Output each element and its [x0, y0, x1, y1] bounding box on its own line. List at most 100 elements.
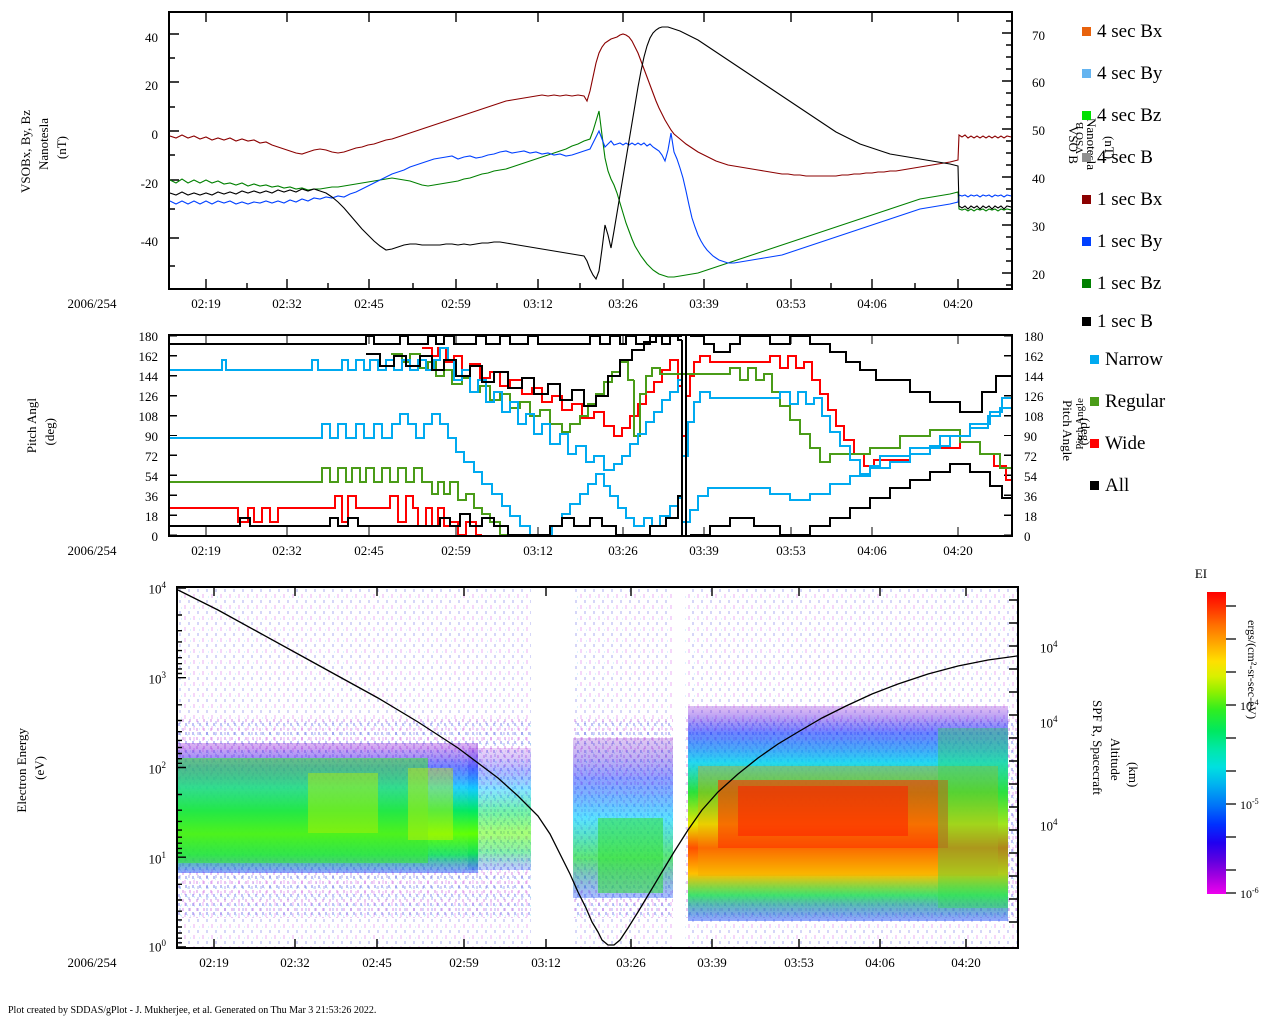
spec-ytick-1e1: 101	[148, 850, 167, 867]
legend-item-4sec-bz[interactable]: 4 sec Bz	[1082, 94, 1242, 136]
mag-xtick-1: 02:32	[272, 296, 302, 311]
pitch-ytick-108: 108	[138, 409, 159, 424]
pitch-xtick-7: 03:53	[776, 543, 806, 558]
mag-right-ytick-50: 50	[1032, 123, 1045, 138]
magnetic-field-plot-frame	[168, 11, 1013, 290]
legend-item-4sec-by[interactable]: 4 sec By	[1082, 52, 1242, 94]
mag-ytick-40: 40	[145, 30, 158, 45]
spec-ylabel-left2: (eV)	[32, 756, 47, 780]
spec-ylabel-right3: (km)	[1126, 762, 1141, 788]
colorbar-tick-1e-5-exp: -5	[1252, 797, 1259, 806]
legend-item-regular[interactable]: Regular	[1082, 380, 1242, 422]
spec-right-ytick-alt1: 104	[1040, 639, 1058, 656]
spec-xtick-5: 03:26	[616, 955, 646, 970]
legend-item-narrow[interactable]: Narrow	[1082, 338, 1242, 380]
mag-ytick-20: 20	[145, 78, 158, 93]
pitch-angle-traces	[170, 336, 1011, 535]
spec-xtick-0: 02:19	[199, 955, 229, 970]
pitch-date-label: 2006/254	[67, 543, 117, 558]
legend-label-4sec-bz: 4 sec Bz	[1097, 104, 1162, 126]
pitch-xtick-9: 04:20	[943, 543, 973, 558]
legend-label-1sec-b: 1 sec B	[1097, 310, 1153, 332]
pitch-xtick-4: 03:12	[523, 543, 553, 558]
pitch-ytick-90: 90	[145, 429, 158, 444]
spec-ytick-1e4: 104	[148, 580, 167, 597]
colorbar-tick-1e-6: 10-6	[1240, 886, 1259, 902]
mag-xtick-4: 03:12	[523, 296, 553, 311]
legend-label-1sec-by: 1 sec By	[1097, 230, 1163, 252]
pitch-xtick-5: 03:26	[608, 543, 638, 558]
legend-swatch-4sec-bx	[1082, 26, 1091, 36]
legend-item-all[interactable]: All	[1082, 464, 1242, 506]
pitch-ytick-18: 18	[145, 509, 158, 524]
spec-date-label: 2006/254	[67, 955, 117, 970]
spec-ylabel-right2: Altitude	[1108, 738, 1123, 781]
legend-item-4sec-b[interactable]: 4 sec B	[1082, 136, 1242, 178]
pitch-xtick-1: 02:32	[272, 543, 302, 558]
pitch-xtick-6: 03:39	[689, 543, 719, 558]
spec-xtick-6: 03:39	[697, 955, 727, 970]
pitch-ytick-72: 72	[145, 449, 158, 464]
legend-swatch-4sec-by	[1082, 68, 1091, 78]
legend-item-1sec-bz[interactable]: 1 sec Bz	[1082, 262, 1242, 304]
pitch-right-ytick-72: 72	[1024, 449, 1037, 464]
mag-ytick-0: 0	[151, 127, 159, 142]
legend-item-1sec-b[interactable]: 1 sec B	[1082, 304, 1242, 338]
pitch-right-ytick-126: 126	[1024, 389, 1044, 404]
mag-ylabel-left3: (nT)	[54, 136, 69, 160]
legend-swatch-1sec-bx	[1082, 194, 1091, 204]
legend-item-wide[interactable]: Wide	[1082, 422, 1242, 464]
legend-group-vso-b: VSO B	[1074, 122, 1086, 155]
spec-right-ytick-alt2: 104	[1040, 714, 1058, 731]
colorbar-ticks	[1226, 605, 1236, 894]
pitch-xtick-2: 02:45	[354, 543, 384, 558]
mag-right-ytick-60: 60	[1032, 75, 1045, 90]
pitch-ytick-126: 126	[138, 389, 159, 404]
legend-swatch-4sec-bz	[1082, 110, 1091, 120]
colorbar-tick-1e-5-mantissa: 10	[1240, 798, 1252, 812]
spec-xtick-3: 02:59	[449, 955, 479, 970]
pitch-angle-plot-frame	[168, 334, 1013, 537]
mag-ylabel-right3: (nT)	[1102, 136, 1117, 160]
pitch-right-ytick-144: 144	[1024, 369, 1044, 384]
spec-xtick-1: 02:32	[280, 955, 310, 970]
pitch-xtick-0: 02:19	[191, 543, 221, 558]
mag-date-label: 2006/254	[67, 296, 117, 311]
legend-swatch-1sec-by	[1082, 236, 1091, 246]
colorbar-gradient	[1207, 592, 1226, 894]
legend-swatch-narrow	[1090, 354, 1099, 364]
spec-ytick-1e0: 100	[148, 938, 167, 955]
pitch-xtick-8: 04:06	[857, 543, 887, 558]
pitch-right-ytick-54: 54	[1024, 469, 1037, 484]
legend-swatch-4sec-b	[1082, 152, 1091, 162]
mag-right-ytick-30: 30	[1032, 219, 1045, 234]
legend-label-all: All	[1105, 474, 1130, 496]
figure-footer: Plot created by SDDAS/gPlot - J. Mukherj…	[8, 1005, 377, 1016]
pitch-ylabel-right2: (deg)	[1078, 418, 1093, 446]
legend-item-4sec-bx[interactable]: 4 sec Bx	[1082, 10, 1242, 52]
colorbar-tick-1e-4: 10-4	[1240, 698, 1259, 714]
mag-ytick-neg40: -40	[140, 234, 158, 249]
spec-ytick-1e2: 102	[148, 760, 167, 777]
magnetic-field-traces	[170, 13, 1011, 288]
mag-right-ytick-40: 40	[1032, 171, 1045, 186]
pitch-ylabel-right: Pitch Angle	[1060, 400, 1075, 462]
mag-ytick-neg20: -20	[140, 176, 158, 191]
legend-item-1sec-by[interactable]: 1 sec By	[1082, 220, 1242, 262]
legend-item-1sec-bx[interactable]: 1 sec Bx	[1082, 178, 1242, 220]
electron-spectrogram-image	[178, 588, 1017, 947]
spec-ylabel-left: Electron Energy	[14, 728, 29, 813]
legend-label-4sec-b: 4 sec B	[1097, 146, 1153, 168]
spec-xtick-8: 04:06	[865, 955, 895, 970]
legend-label-regular: Regular	[1105, 390, 1166, 412]
pitch-ytick-180: 180	[138, 329, 159, 344]
legend-label-1sec-bx: 1 sec Bx	[1097, 188, 1163, 210]
legend-swatch-1sec-bz	[1082, 278, 1091, 288]
mag-xtick-8: 04:06	[857, 296, 887, 311]
mag-xtick-3: 02:59	[441, 296, 471, 311]
mag-xtick-2: 02:45	[354, 296, 384, 311]
mag-xtick-0: 02:19	[191, 296, 221, 311]
pitch-right-ytick-36: 36	[1024, 489, 1037, 504]
legend-group-pitch-angle: Pitch Angle	[1074, 398, 1086, 450]
pitch-right-ytick-18: 18	[1024, 509, 1037, 524]
